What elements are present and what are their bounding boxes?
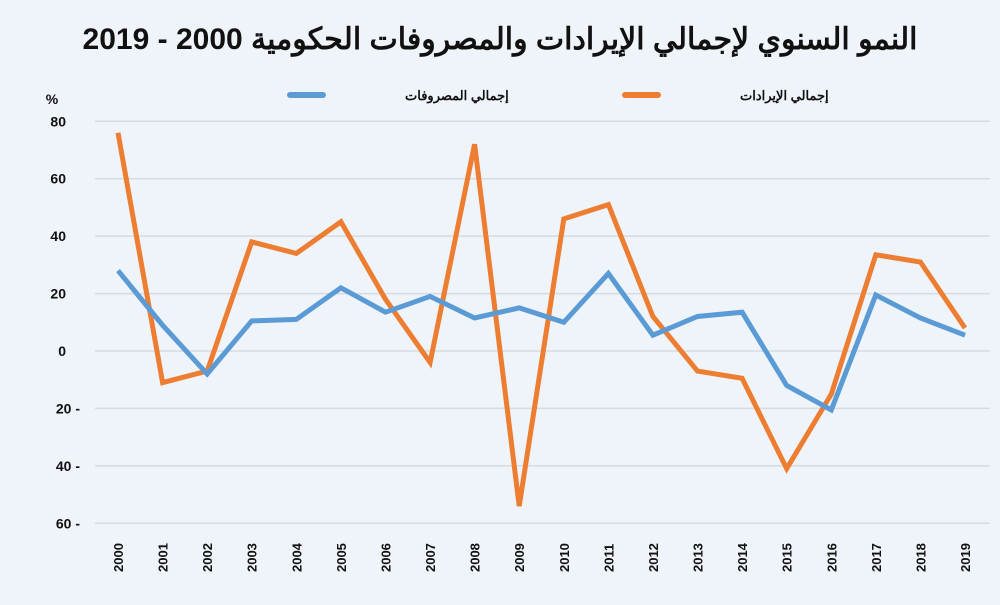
legend-label: إجمالي الإيرادات xyxy=(740,88,829,104)
y-tick-label: 40 - xyxy=(56,458,80,474)
x-tick-label: 2019 xyxy=(958,543,973,572)
x-tick-label: 2005 xyxy=(334,543,349,572)
y-tick-label: 80 xyxy=(50,113,66,129)
series-line xyxy=(115,132,968,507)
y-tick-label: 0 xyxy=(58,343,66,359)
chart-title: النمو السنوي لإجمالي الإيرادات والمصروفا… xyxy=(82,23,918,56)
x-tick-label: 2003 xyxy=(245,543,260,572)
x-tick-label: 2013 xyxy=(691,543,706,572)
series-line xyxy=(116,269,966,414)
x-tick-label: 2017 xyxy=(869,543,884,572)
x-tick-label: 2009 xyxy=(512,543,527,572)
x-tick-label: 2007 xyxy=(423,543,438,572)
legend-label: إجمالي المصروفات xyxy=(405,88,509,104)
x-tick-label: 2012 xyxy=(646,543,661,572)
x-tick-label: 2015 xyxy=(780,543,795,572)
x-tick-label: 2004 xyxy=(289,542,304,572)
y-tick-label: 60 xyxy=(50,171,66,187)
x-tick-label: 2008 xyxy=(468,543,483,572)
y-axis-unit: % xyxy=(46,91,59,107)
x-tick-label: 2018 xyxy=(913,543,928,572)
x-tick-label: 2010 xyxy=(557,543,572,572)
y-tick-label: 60 - xyxy=(56,515,80,531)
x-tick-label: 2000 xyxy=(111,543,126,572)
y-tick-label: 20 xyxy=(50,286,66,302)
x-tick-label: 2002 xyxy=(200,543,215,572)
x-tick-label: 2011 xyxy=(601,544,616,572)
y-tick-label: 40 xyxy=(50,228,66,244)
y-tick-label: 20 - xyxy=(56,400,80,416)
x-tick-label: 2016 xyxy=(824,543,839,572)
x-tick-label: 2014 xyxy=(735,542,750,572)
x-tick-label: 2001 xyxy=(156,543,171,572)
x-tick-label: 2006 xyxy=(378,543,393,572)
